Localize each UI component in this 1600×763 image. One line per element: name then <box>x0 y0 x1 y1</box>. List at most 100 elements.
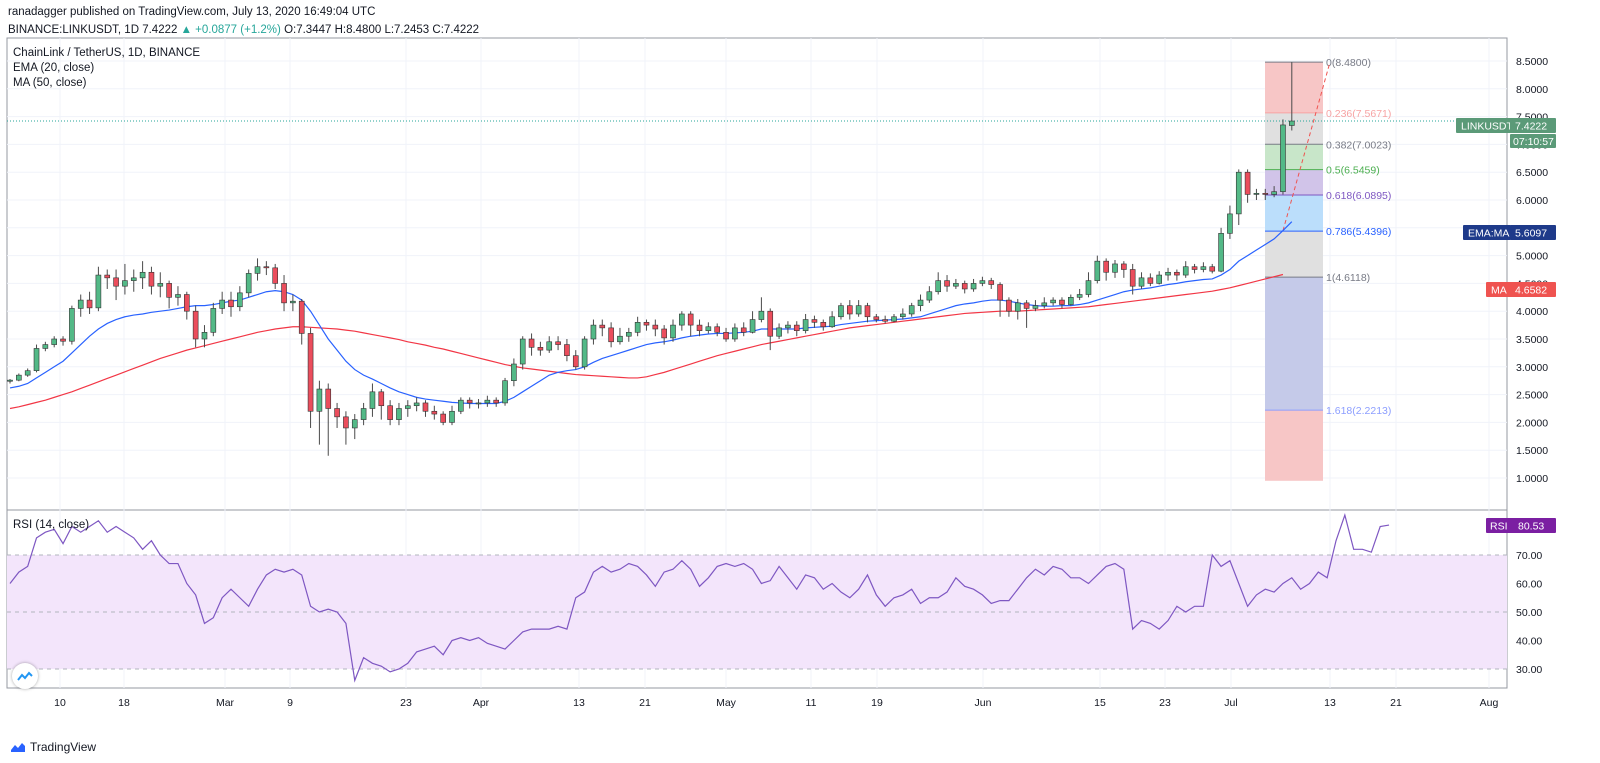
candle-body <box>130 277 137 281</box>
candle-body <box>422 402 429 412</box>
candle-body <box>1253 193 1260 195</box>
fib-zone <box>1265 410 1323 481</box>
time-tick-label: 21 <box>1390 697 1402 709</box>
candle-body <box>290 300 296 304</box>
candle-body <box>1156 274 1162 284</box>
fibonacci-retracement[interactable]: 0(8.4800) 0.236(7.5671) 0.382(7.0023) 0.5(6… <box>1265 57 1391 481</box>
price-tick-label: 4.0000 <box>1516 306 1548 318</box>
candle-body <box>802 319 809 331</box>
fib-level-label: 1(4.6118) <box>1326 272 1370 284</box>
candle-body <box>511 363 517 381</box>
candle-body <box>237 292 243 308</box>
candle-body <box>873 316 880 320</box>
last-price-badge: LINKUSDT 7.4222 07:10:57 <box>1456 118 1556 148</box>
ohlc-values: O:7.3447 H:8.4800 L:7.2453 C:7.4222 <box>284 24 480 36</box>
candle-body <box>1023 302 1030 309</box>
candle-body <box>555 341 561 345</box>
candle-body <box>1262 193 1269 195</box>
candle-body <box>60 338 66 342</box>
price-tick-label: 6.5000 <box>1516 167 1548 179</box>
candle-body <box>732 327 738 340</box>
ma50-line <box>9 273 1284 410</box>
candle-body <box>263 266 270 269</box>
candle-body <box>1006 299 1012 312</box>
price-tick-label: 2.5000 <box>1516 390 1548 402</box>
footer-brand[interactable]: TradingView <box>10 740 96 754</box>
time-tick-label: May <box>716 697 737 709</box>
candle-body <box>838 305 844 318</box>
candle-body <box>475 402 482 405</box>
candle-body <box>1068 296 1074 305</box>
candle-body <box>785 324 791 329</box>
candle-body <box>1174 271 1180 276</box>
candle-body <box>1085 280 1092 295</box>
tradingview-logo-icon <box>11 743 25 752</box>
time-tick-label: Apr <box>473 697 490 709</box>
candle-body <box>298 300 305 334</box>
candle-body <box>944 280 950 287</box>
candle-body <box>281 283 287 304</box>
chart-header: ranadagger published on TradingView.com,… <box>8 3 479 39</box>
candle-body <box>599 324 606 329</box>
time-tick-label: 18 <box>118 697 130 709</box>
candle-body <box>758 310 765 320</box>
candle-body <box>316 388 323 412</box>
fib-level-label: 0.382(7.0023) <box>1326 139 1391 151</box>
grid-lines <box>7 38 1507 688</box>
price-tick-label: 3.0000 <box>1516 362 1548 374</box>
candle-body <box>855 305 862 315</box>
candle-body <box>705 326 712 331</box>
rsi-tick-label: 70.00 <box>1516 550 1542 562</box>
price-change: ▲ +0.0877 (+1.2%) <box>180 24 281 36</box>
candle-body <box>387 405 393 420</box>
candle-body <box>449 410 455 423</box>
candle-body <box>661 328 667 339</box>
fib-zone <box>1265 112 1323 145</box>
time-tick-label: 23 <box>1159 697 1171 709</box>
ema-badge-value: 5.6097 <box>1515 228 1547 240</box>
time-tick-label: 13 <box>573 697 585 709</box>
price-axis-ticks: 1.0000 1.5000 2.0000 2.5000 3.0000 3.5000 4.00… <box>1516 56 1548 485</box>
price-tick-label: 6.0000 <box>1516 195 1548 207</box>
fib-zone <box>1265 195 1323 232</box>
candle-body <box>793 324 800 331</box>
candle-body <box>51 338 58 345</box>
price-badge-name: LINKUSDT <box>1461 121 1514 133</box>
ma-badge-value: 4.6582 <box>1515 285 1547 297</box>
candle-body <box>77 299 84 309</box>
candle-body <box>811 319 818 323</box>
candle-body <box>776 327 782 337</box>
candle-body <box>122 280 128 287</box>
candle-body <box>343 416 349 429</box>
candle-body <box>33 348 40 371</box>
candle-body <box>69 308 75 342</box>
candle-body <box>86 299 93 309</box>
countdown-value: 07:10:57 <box>1513 136 1554 148</box>
rsi-tick-label: 50.00 <box>1516 607 1542 619</box>
candle-body <box>16 374 22 381</box>
candle-body <box>1129 269 1136 287</box>
fib-zone <box>1265 144 1323 170</box>
candle-body <box>228 299 234 308</box>
candle-body <box>369 391 376 409</box>
ma-badge: MA 4.6582 <box>1486 282 1556 297</box>
time-tick-label: Aug <box>1480 697 1499 709</box>
candlesticks <box>7 62 1295 456</box>
candle-body <box>139 271 146 279</box>
fib-zone <box>1265 62 1323 113</box>
candle-body <box>1103 260 1109 273</box>
candle-body <box>1182 266 1189 276</box>
ema-badge: EMA:MA 5.6097 <box>1463 225 1556 240</box>
candle-body <box>1218 233 1224 272</box>
tradingview-chart-icon[interactable] <box>12 663 38 689</box>
wave-icon <box>17 671 33 681</box>
candle-body <box>413 402 420 407</box>
time-tick-label: Mar <box>216 697 235 709</box>
fib-zone <box>1265 169 1323 196</box>
candle-body <box>935 280 942 293</box>
candle-body <box>864 305 871 318</box>
candle-body <box>953 283 959 287</box>
candle-body <box>95 274 102 309</box>
candle-body <box>493 399 500 404</box>
